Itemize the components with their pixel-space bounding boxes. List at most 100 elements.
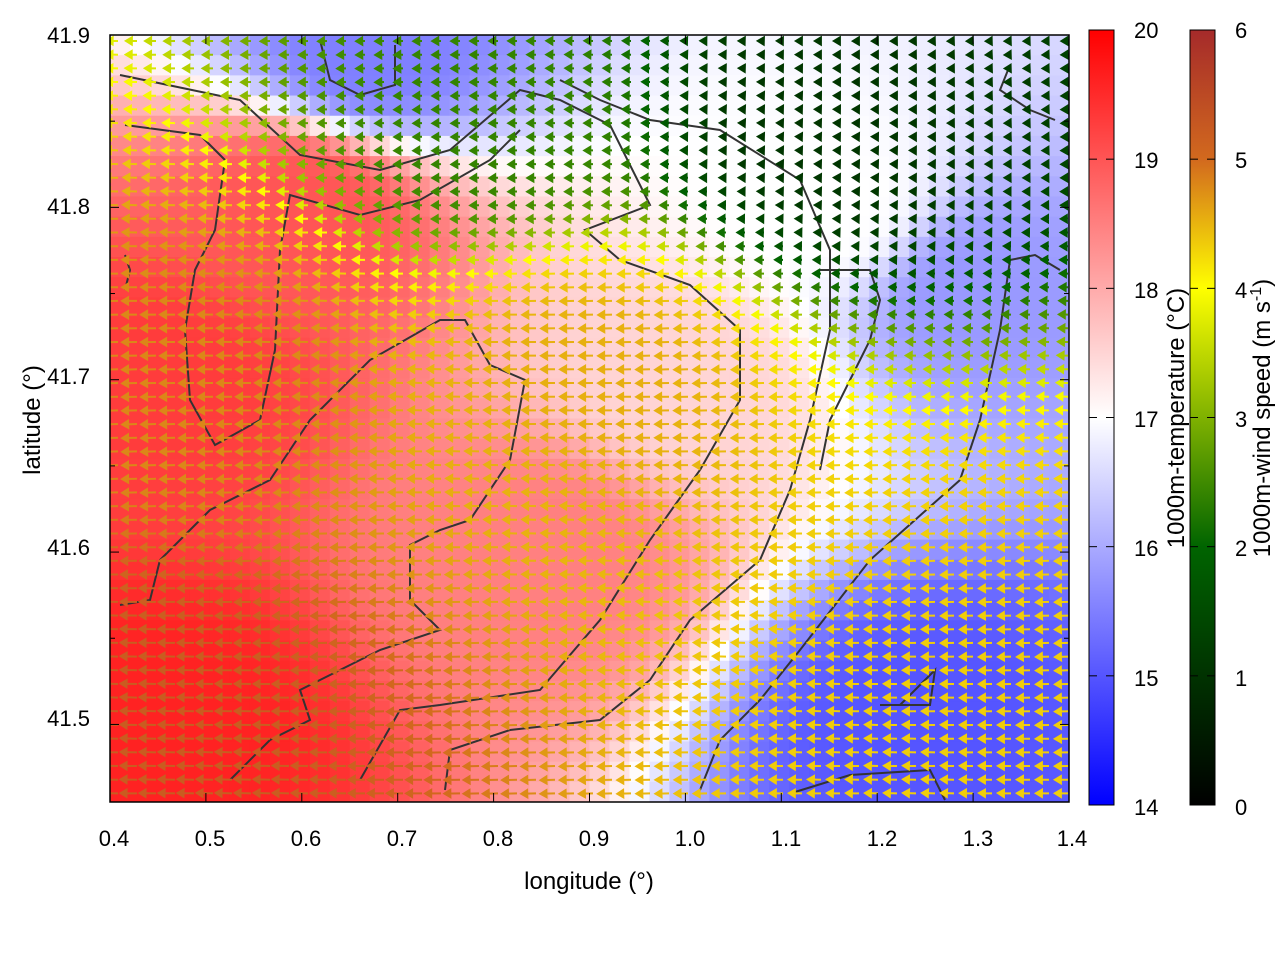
wind-arrow [309, 596, 328, 608]
heatmap-cell [829, 539, 850, 561]
wind-arrow [310, 336, 328, 348]
heatmap-cell [689, 257, 710, 278]
wind-arrow [253, 459, 271, 471]
heatmap-cell [869, 357, 890, 379]
heatmap-cell [909, 317, 930, 339]
wind-arrow [385, 624, 404, 635]
wind-arrow [215, 432, 233, 444]
wind-arrow [367, 363, 385, 375]
heatmap-cell [189, 196, 211, 218]
wind-arrow [253, 309, 271, 320]
wind-arrow [138, 514, 157, 526]
heatmap-cell [329, 55, 351, 76]
wind-arrow [119, 541, 138, 553]
wind-arrow [354, 131, 366, 143]
wind-arrow [218, 131, 233, 143]
wind-arrow [387, 377, 404, 389]
heatmap-cell [749, 55, 770, 76]
wind-arrow [178, 213, 195, 225]
heatmap-cell [1029, 236, 1050, 258]
wind-arrow [177, 514, 195, 526]
wind-colorbar-label: 1000m-wind speed (m s-1) [1248, 279, 1276, 557]
wind-arrow [291, 514, 309, 526]
wind-arrow [329, 487, 347, 498]
wind-arrow [270, 692, 289, 703]
wind-arrow [255, 213, 271, 224]
wind-arrow [308, 774, 328, 785]
wind-arrow [233, 528, 252, 540]
heatmap-cell [849, 539, 870, 561]
wind-arrow [256, 172, 271, 184]
wind-arrow [158, 254, 176, 266]
heatmap-cell [229, 458, 251, 480]
heatmap-cell [349, 95, 371, 117]
wind-arrow [386, 541, 404, 553]
wind-arrow [291, 322, 309, 334]
x-tick-label: 0.9 [579, 826, 610, 851]
heatmap-cell [789, 135, 810, 157]
wind-arrow [199, 117, 214, 129]
heatmap-cell [989, 519, 1010, 541]
heatmap-cell [209, 479, 231, 500]
wind-arrow [257, 131, 270, 143]
wind-arrow [213, 719, 233, 731]
wind-arrow [293, 240, 309, 252]
heatmap-cell [589, 559, 611, 581]
wind-arrow [139, 309, 156, 320]
wind-arrow [385, 706, 404, 717]
heatmap-cell [329, 95, 351, 117]
heatmap-cell [749, 620, 770, 642]
wind-arrow [196, 309, 214, 320]
wind-arrow [329, 336, 347, 348]
wind-arrow [277, 90, 290, 102]
heatmap-cell [889, 156, 910, 177]
wind-arrow [194, 664, 214, 676]
wind-arrow [330, 281, 347, 293]
heatmap-cell [709, 75, 730, 97]
wind-arrow [328, 637, 347, 649]
wind-arrow [110, 696, 119, 699]
wind-arrow [110, 76, 119, 88]
wind-arrow [234, 281, 252, 293]
wind-arrow [351, 254, 366, 266]
heatmap-cell [1009, 277, 1030, 298]
heatmap-cell [169, 499, 191, 521]
wind-arrow [118, 787, 138, 799]
wind-arrow [238, 104, 251, 115]
heatmap-cell [889, 135, 910, 157]
wind-arrow [291, 473, 309, 485]
wind-arrow [142, 90, 157, 101]
wind-arrow [387, 336, 404, 348]
wind-arrow [162, 35, 176, 47]
wind-arrow [157, 514, 176, 526]
heatmap-cell [309, 479, 331, 500]
heatmap-cell [989, 539, 1010, 561]
wind-arrow [373, 172, 385, 184]
wind-arrow [327, 719, 347, 731]
wind-arrow [253, 350, 271, 361]
heatmap-cell [829, 579, 850, 601]
y-tick-label: 41.7 [47, 364, 90, 389]
heatmap-cell [889, 196, 910, 218]
heatmap-cell [969, 156, 990, 177]
heatmap-cell [749, 176, 770, 198]
heatmap-cell [669, 721, 690, 743]
wind-arrow [215, 487, 233, 499]
wind-arrow [234, 363, 252, 375]
contour-line [794, 768, 946, 801]
wind-arrow [310, 363, 328, 375]
heatmap-cell [209, 297, 231, 319]
wind-arrow [411, 186, 423, 197]
wind-arrow [161, 117, 176, 129]
heatmap-cell [309, 781, 331, 802]
heatmap-cell [849, 458, 870, 480]
wind-arrow [196, 226, 214, 238]
wind-arrow [158, 336, 175, 348]
wind-arrow [327, 665, 347, 676]
wind-arrow [139, 295, 156, 307]
temperature-colorbar-label: 1000m-temperature (°C) [1163, 288, 1190, 548]
heatmap-cell [729, 519, 750, 541]
wind-arrow [176, 569, 195, 580]
wind-arrow [289, 624, 309, 635]
wind-arrow [120, 254, 138, 266]
